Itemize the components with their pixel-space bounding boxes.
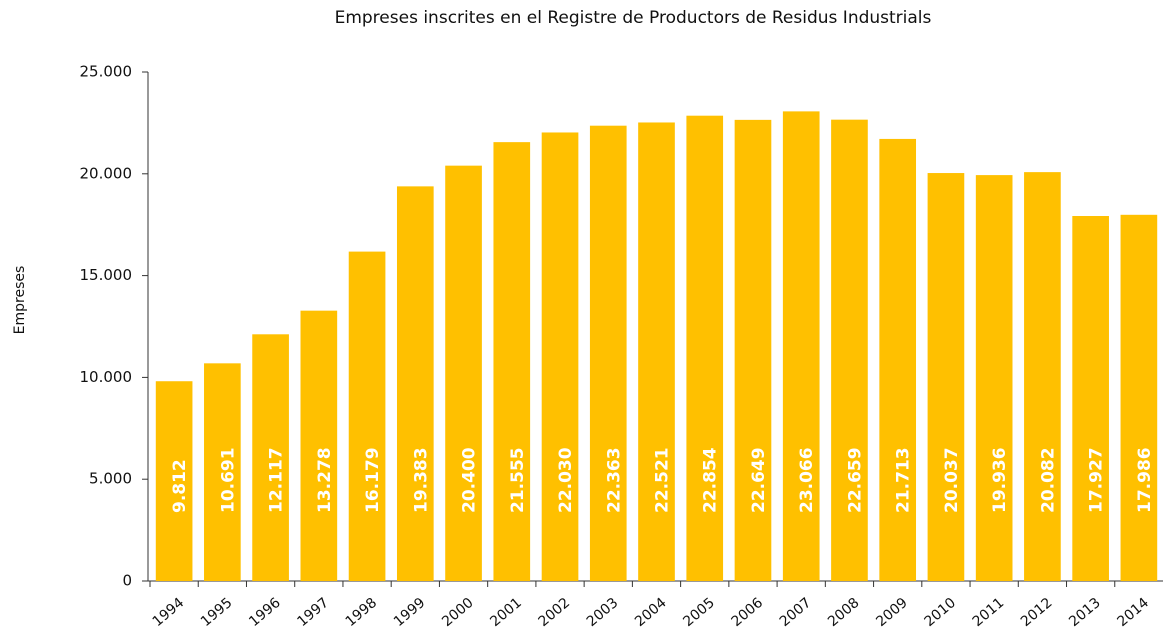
y-tick-label: 5.000 [89,470,132,488]
bar [1024,172,1061,581]
y-axis-label: Empreses [12,266,28,335]
y-tick-label: 10.000 [80,368,133,386]
x-tick-label: 1998 [343,595,381,630]
bar [1072,216,1109,581]
chart-title: Empreses inscrites en el Registre de Pro… [335,8,932,28]
x-tick-label: 2013 [1066,595,1104,630]
bar [541,132,579,582]
value-label: 17.927 [1087,447,1107,513]
value-label: 23.066 [797,447,817,513]
bar [734,119,772,581]
x-tick-label: 2003 [584,595,622,630]
value-label: 22.854 [701,447,721,513]
bar [348,251,386,581]
bar [300,310,338,581]
value-label: 22.521 [653,447,673,513]
x-tick-label: 2014 [1114,595,1152,630]
x-tick-label: 1997 [294,595,332,630]
x-tick-label: 2005 [680,595,718,630]
value-label: 21.713 [894,447,914,513]
bar [396,186,434,581]
x-tick-label: 1995 [198,595,236,630]
bar [831,119,868,582]
x-tick-label: 2010 [921,595,959,630]
bar [975,175,1013,582]
bar [252,334,289,581]
value-label: 20.037 [942,447,962,513]
x-tick-label: 1994 [150,595,188,630]
x-tick-label: 2008 [825,595,863,630]
value-label: 22.649 [749,447,769,513]
y-tick-label: 25.000 [80,63,133,81]
value-label: 22.030 [556,447,576,513]
value-label: 12.117 [267,447,287,513]
x-tick-label: 2004 [632,595,670,630]
value-label: 20.082 [1038,447,1058,513]
x-tick-label: 2009 [873,595,911,630]
value-label: 21.555 [508,447,528,513]
bar [204,363,241,581]
y-tick-label: 20.000 [80,164,133,182]
bar [686,115,724,581]
bar [445,165,482,581]
y-tick-label: 15.000 [80,266,133,284]
value-label: 16.179 [363,447,383,513]
value-label: 20.400 [460,447,480,513]
bar [589,125,627,581]
x-tick-label: 2001 [487,595,525,630]
x-tick-label: 1996 [246,595,284,630]
value-label: 22.363 [604,447,624,513]
x-tick-label: 2000 [439,595,477,630]
value-label: 17.986 [1135,447,1155,513]
value-label: 19.383 [411,447,431,513]
x-tick-label: 1999 [391,595,429,630]
value-label: 22.659 [845,447,865,513]
x-tick-label: 2012 [1018,595,1056,630]
y-tick-label: 0 [122,572,132,590]
value-label: 10.691 [218,447,238,513]
bar [927,173,965,581]
x-tick-label: 2002 [536,595,574,630]
value-label: 9.812 [170,459,190,513]
bar [1120,214,1158,581]
x-tick-label: 2011 [970,595,1008,630]
x-tick-label: 2006 [729,595,767,630]
bar [782,111,820,581]
bar [638,122,675,581]
value-label: 19.936 [990,447,1010,513]
bar [879,138,917,581]
value-label: 13.278 [315,447,335,513]
bar [155,381,193,581]
bar [493,142,531,581]
x-tick-label: 2007 [777,595,815,630]
